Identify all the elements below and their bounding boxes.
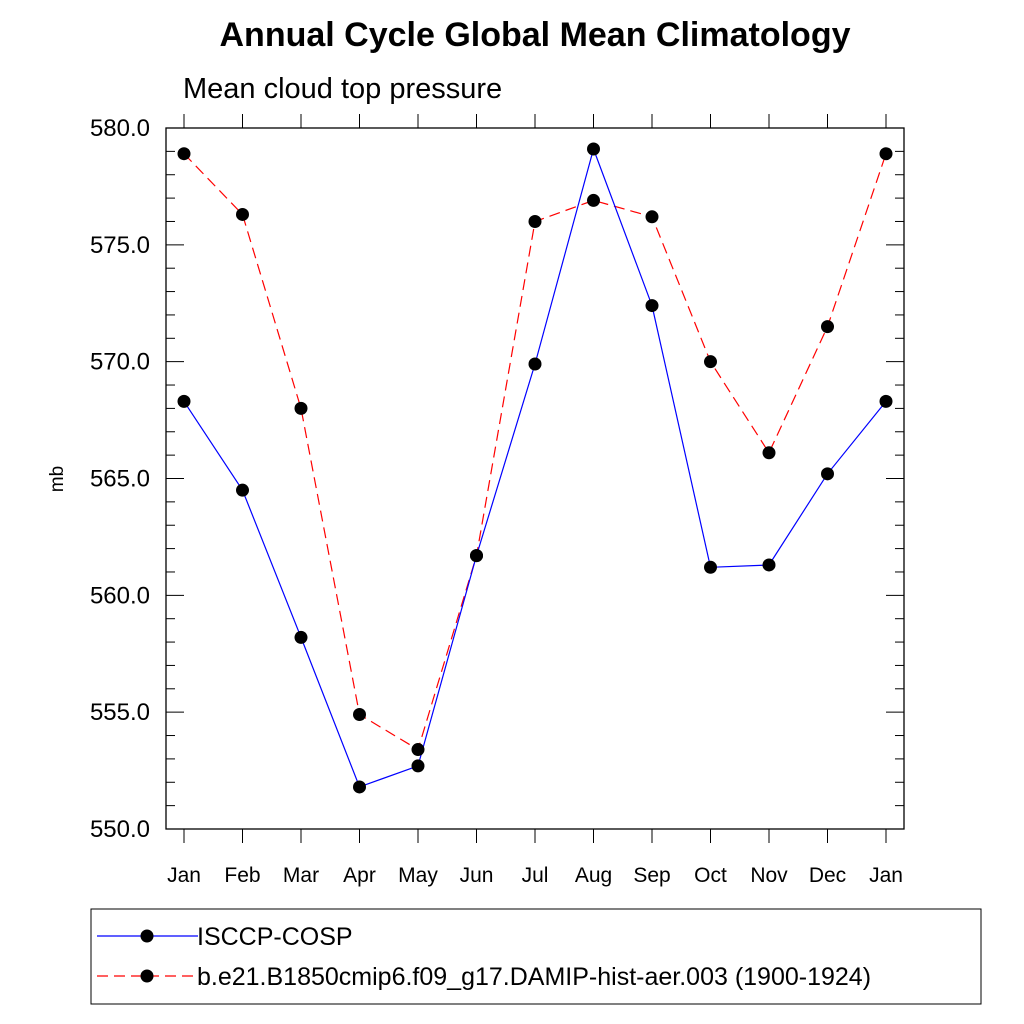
y-tick-label: 560.0 — [90, 582, 150, 609]
series-2-point — [821, 320, 834, 334]
x-tick-label: Dec — [809, 864, 846, 887]
series-1-point — [177, 394, 191, 408]
x-tick-label: May — [398, 864, 438, 887]
series-1-point — [645, 299, 659, 313]
x-tick-label: Jan — [167, 864, 201, 887]
y-tick-label: 555.0 — [90, 699, 150, 726]
series-1-point — [353, 780, 366, 794]
legend-box — [90, 908, 982, 1005]
x-tick-label: Nov — [750, 864, 788, 887]
legend-marker-2 — [140, 969, 154, 983]
y-tick-label: 575.0 — [90, 232, 150, 259]
y-tick-label: 570.0 — [90, 349, 150, 376]
series-2-point — [587, 193, 600, 207]
x-tick-label: Jul — [522, 864, 549, 887]
series-2-point — [411, 743, 425, 757]
plot-frame — [165, 127, 905, 830]
series-line-2 — [183, 153, 887, 751]
series-line-1 — [183, 147, 887, 788]
series-1-point — [879, 394, 893, 408]
series-2-point — [762, 446, 776, 460]
x-tick-label: Jan — [869, 864, 903, 887]
chart-subtitle: Mean cloud top pressure — [183, 73, 502, 105]
x-tick-label: Oct — [694, 864, 727, 887]
series-1-point — [762, 558, 776, 572]
series-2-point — [879, 147, 893, 161]
series-2-point — [353, 708, 366, 722]
y-tick-label: 580.0 — [90, 115, 150, 142]
series-2-point — [645, 210, 659, 224]
series-1-point — [470, 549, 483, 563]
x-tick-label: Jun — [460, 864, 494, 887]
series-1-point — [411, 759, 425, 773]
y-tick-label: 565.0 — [90, 466, 150, 493]
series-2-point — [294, 401, 308, 415]
series-1-point — [704, 560, 717, 574]
chart-title: Annual Cycle Global Mean Climatology — [220, 16, 851, 54]
series-2-point — [704, 355, 717, 369]
series-2-point — [177, 147, 191, 161]
plot-area: 550.0 555.0 560.0 565.0 570.0 575.0 580.0 Jan Fe… — [90, 114, 905, 887]
legend-entry-1: ISCCP-COSP — [197, 923, 353, 951]
x-tick-label: Apr — [343, 864, 376, 887]
legend: ISCCP-COSP b.e21.B1850cmip6.f09_g17.DAMIP… — [90, 908, 982, 1005]
y-tick-label: 550.0 — [90, 816, 150, 843]
x-tick-label: Aug — [575, 864, 612, 887]
series-1-point — [236, 483, 249, 497]
x-tick-label: Mar — [283, 864, 319, 887]
series-2-point — [528, 214, 542, 228]
series-2-point — [236, 207, 249, 221]
series-1-point — [587, 142, 600, 156]
x-tick-label: Sep — [633, 864, 670, 887]
x-tick-label: Feb — [224, 864, 260, 887]
series-1-point — [294, 630, 308, 644]
legend-entry-2: b.e21.B1850cmip6.f09_g17.DAMIP-hist-aer.… — [197, 963, 871, 991]
legend-marker-1 — [140, 929, 154, 943]
series-1-point — [528, 357, 542, 371]
series-1-point — [821, 467, 834, 481]
y-axis-label: mb — [47, 466, 68, 492]
